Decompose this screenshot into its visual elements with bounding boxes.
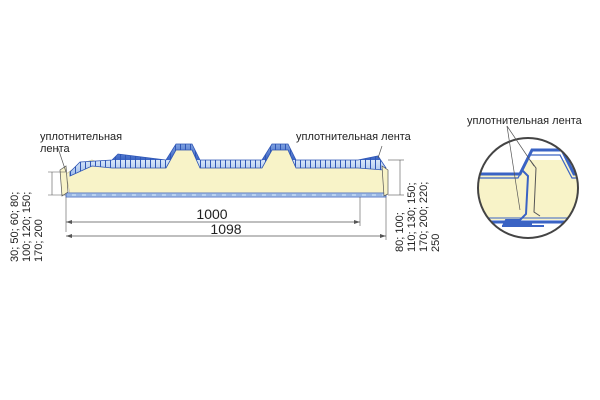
- dimension-1098: 1098: [210, 221, 241, 237]
- thickness-left-line3: 170; 200: [33, 219, 45, 262]
- detail-circle-border: [477, 137, 579, 239]
- top-steel-sheet: [69, 143, 387, 177]
- right-lock: [381, 165, 389, 197]
- thickness-right-line2: 110; 130; 150;: [406, 182, 418, 252]
- seal-label-left-line1: уплотнительная: [40, 131, 122, 143]
- seal-label-detail: уплотнительная лента: [467, 115, 583, 127]
- thickness-left-line1: 30; 50; 60; 80;: [9, 192, 21, 262]
- seal-label-right: уплотнительная лента: [296, 131, 412, 143]
- seal-label-left-line2: лента: [40, 143, 71, 155]
- thickness-right-line1: 80; 100;: [394, 212, 406, 252]
- detail-joint: [478, 148, 578, 227]
- foam-core: [65, 149, 387, 195]
- left-lock: [59, 165, 69, 197]
- thickness-right-line4: 250: [430, 234, 442, 252]
- thickness-left-line2: 100; 120; 150;: [21, 192, 33, 262]
- thickness-right-line3: 170; 200; 220;: [418, 182, 430, 252]
- dimension-1000: 1000: [196, 206, 227, 222]
